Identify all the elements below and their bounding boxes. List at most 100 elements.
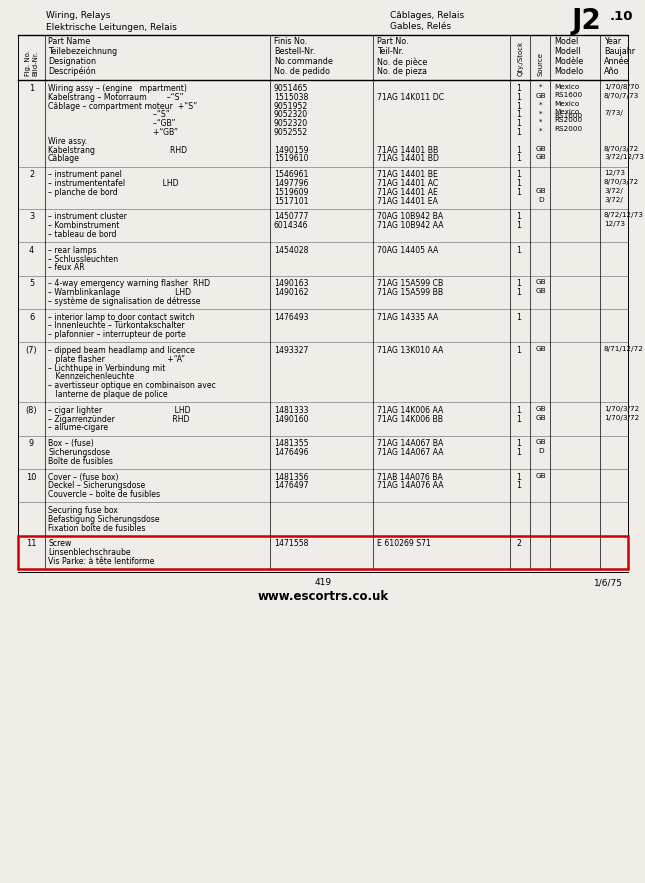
Text: 1: 1 [517,481,522,490]
Text: 12/73: 12/73 [604,170,625,177]
Text: 70AG 14405 AA: 70AG 14405 AA [377,245,438,255]
Text: Fig. No.
Bild-Nr.: Fig. No. Bild-Nr. [25,50,38,77]
Text: Kabelstrang – Motorraum        –“S”: Kabelstrang – Motorraum –“S” [48,93,184,102]
Text: 1: 1 [517,415,522,424]
Text: Câblage: Câblage [48,155,80,163]
Text: Box – (fuse): Box – (fuse) [48,439,94,449]
Text: 8/70/3/72: 8/70/3/72 [604,146,639,152]
Text: 9051465: 9051465 [274,84,308,93]
Text: Elektrische Leitungen, Relais: Elektrische Leitungen, Relais [46,22,177,32]
Text: Linsenblechschraube: Linsenblechschraube [48,548,131,557]
Text: Sicherungsdose: Sicherungsdose [48,448,110,457]
Text: 1: 1 [517,179,522,188]
Text: 1517101: 1517101 [274,197,308,206]
Text: D: D [538,197,544,202]
Text: +“GB”: +“GB” [48,128,178,137]
Text: – Schlussleuchten: – Schlussleuchten [48,254,118,264]
Text: – feux AR: – feux AR [48,263,84,272]
Text: Part No.: Part No. [377,37,409,47]
Text: *: * [539,128,543,134]
Text: 10: 10 [26,472,37,481]
Text: 1: 1 [517,213,522,222]
Text: Wiring, Relays: Wiring, Relays [46,11,110,20]
Text: 1546961: 1546961 [274,170,308,179]
Text: 71AG 14401 AE: 71AG 14401 AE [377,188,438,197]
Text: 1/70/8/70: 1/70/8/70 [604,84,639,90]
Text: Bestell-Nr.: Bestell-Nr. [274,48,315,57]
Text: 71AG 14335 AA: 71AG 14335 AA [377,313,438,321]
Text: 1519610: 1519610 [274,155,308,163]
Text: Screw: Screw [48,540,72,548]
Text: – cigar lighter                             LHD: – cigar lighter LHD [48,406,191,415]
Text: 71AG 14K011 DC: 71AG 14K011 DC [377,93,444,102]
Text: *: * [539,110,543,117]
Text: 1476493: 1476493 [274,313,308,321]
Text: Gables, Relés: Gables, Relés [390,22,451,32]
Text: 1497796: 1497796 [274,179,308,188]
Text: 71AG 13K010 AA: 71AG 13K010 AA [377,346,443,355]
Text: 1/70/3/72: 1/70/3/72 [604,415,639,420]
Text: Boîte de fusibles: Boîte de fusibles [48,457,113,466]
Text: 71AG 14A067 BA: 71AG 14A067 BA [377,439,443,449]
Text: 5: 5 [29,279,34,288]
Text: No. de pièce: No. de pièce [377,57,427,66]
Text: 1515038: 1515038 [274,93,308,102]
Text: 71AG 10B942 AA: 71AG 10B942 AA [377,222,444,230]
Text: 71AG 15A599 CB: 71AG 15A599 CB [377,279,443,288]
Text: GB: GB [536,288,546,294]
Text: 8/71/12/72: 8/71/12/72 [604,346,644,352]
Text: 1: 1 [517,288,522,297]
Text: 9052320: 9052320 [274,110,308,119]
Text: – plafonnier – interrupteur de porte: – plafonnier – interrupteur de porte [48,330,186,339]
Text: Mexico: Mexico [554,101,579,107]
Text: – Zigarrenzünder                       RHD: – Zigarrenzünder RHD [48,415,190,424]
Text: 1: 1 [29,84,34,93]
Text: 9051952: 9051952 [274,102,308,110]
Text: 1: 1 [517,188,522,197]
Text: Mexico: Mexico [554,109,579,115]
Text: Año: Año [604,67,619,76]
Text: 71AB 14A076 BA: 71AB 14A076 BA [377,472,442,481]
Text: RS1600: RS1600 [554,113,582,119]
Text: 71AG 14A067 AA: 71AG 14A067 AA [377,448,444,457]
Text: –“GB”: –“GB” [48,119,175,128]
Text: 1481333: 1481333 [274,406,308,415]
Text: 3: 3 [29,213,34,222]
Text: (7): (7) [26,346,37,355]
Text: plate flasher                         +“A”: plate flasher +“A” [48,355,185,364]
Text: No.commande: No.commande [274,57,333,66]
Text: Deckel – Sicherungsdose: Deckel – Sicherungsdose [48,481,145,490]
Text: Year: Year [604,37,621,47]
Text: 9052320: 9052320 [274,119,308,128]
Text: – instrumententafel               LHD: – instrumententafel LHD [48,179,179,188]
Text: Kabelstrang                              RHD: Kabelstrang RHD [48,146,187,155]
Text: J2: J2 [572,7,602,35]
Text: 71AG 14401 EA: 71AG 14401 EA [377,197,438,206]
Text: RS2000: RS2000 [554,117,582,124]
Text: Couvercle – boîte de fusibles: Couvercle – boîte de fusibles [48,490,160,499]
Text: 11: 11 [26,540,37,548]
Text: 1: 1 [517,110,522,119]
Text: – avertisseur optique en combinaison avec: – avertisseur optique en combinaison ave… [48,381,216,390]
Text: 2: 2 [517,540,521,548]
Text: www.escortrs.co.uk: www.escortrs.co.uk [257,591,388,603]
Text: Wire assy.: Wire assy. [48,137,87,146]
Text: Designation: Designation [48,57,96,66]
Text: 9: 9 [29,439,34,449]
Text: 1/6/75: 1/6/75 [594,578,623,587]
Text: Modell: Modell [554,48,580,57]
Text: 1: 1 [517,313,522,321]
Text: 3/72/: 3/72/ [604,188,623,193]
Text: Securing fuse box: Securing fuse box [48,506,118,515]
Text: 8/70/3/72: 8/70/3/72 [604,179,639,185]
Text: 1: 1 [517,346,522,355]
Text: Câblages, Relais: Câblages, Relais [390,11,464,20]
Text: 12/73: 12/73 [604,222,625,227]
Text: Année: Année [604,57,630,66]
Text: Modèle: Modèle [554,57,583,66]
Text: Befastigung Sicherungsdose: Befastigung Sicherungsdose [48,515,159,524]
Text: 1: 1 [517,245,522,255]
Text: 2: 2 [29,170,34,179]
Text: D: D [538,448,544,454]
Text: 71AG 14K006 BB: 71AG 14K006 BB [377,415,443,424]
